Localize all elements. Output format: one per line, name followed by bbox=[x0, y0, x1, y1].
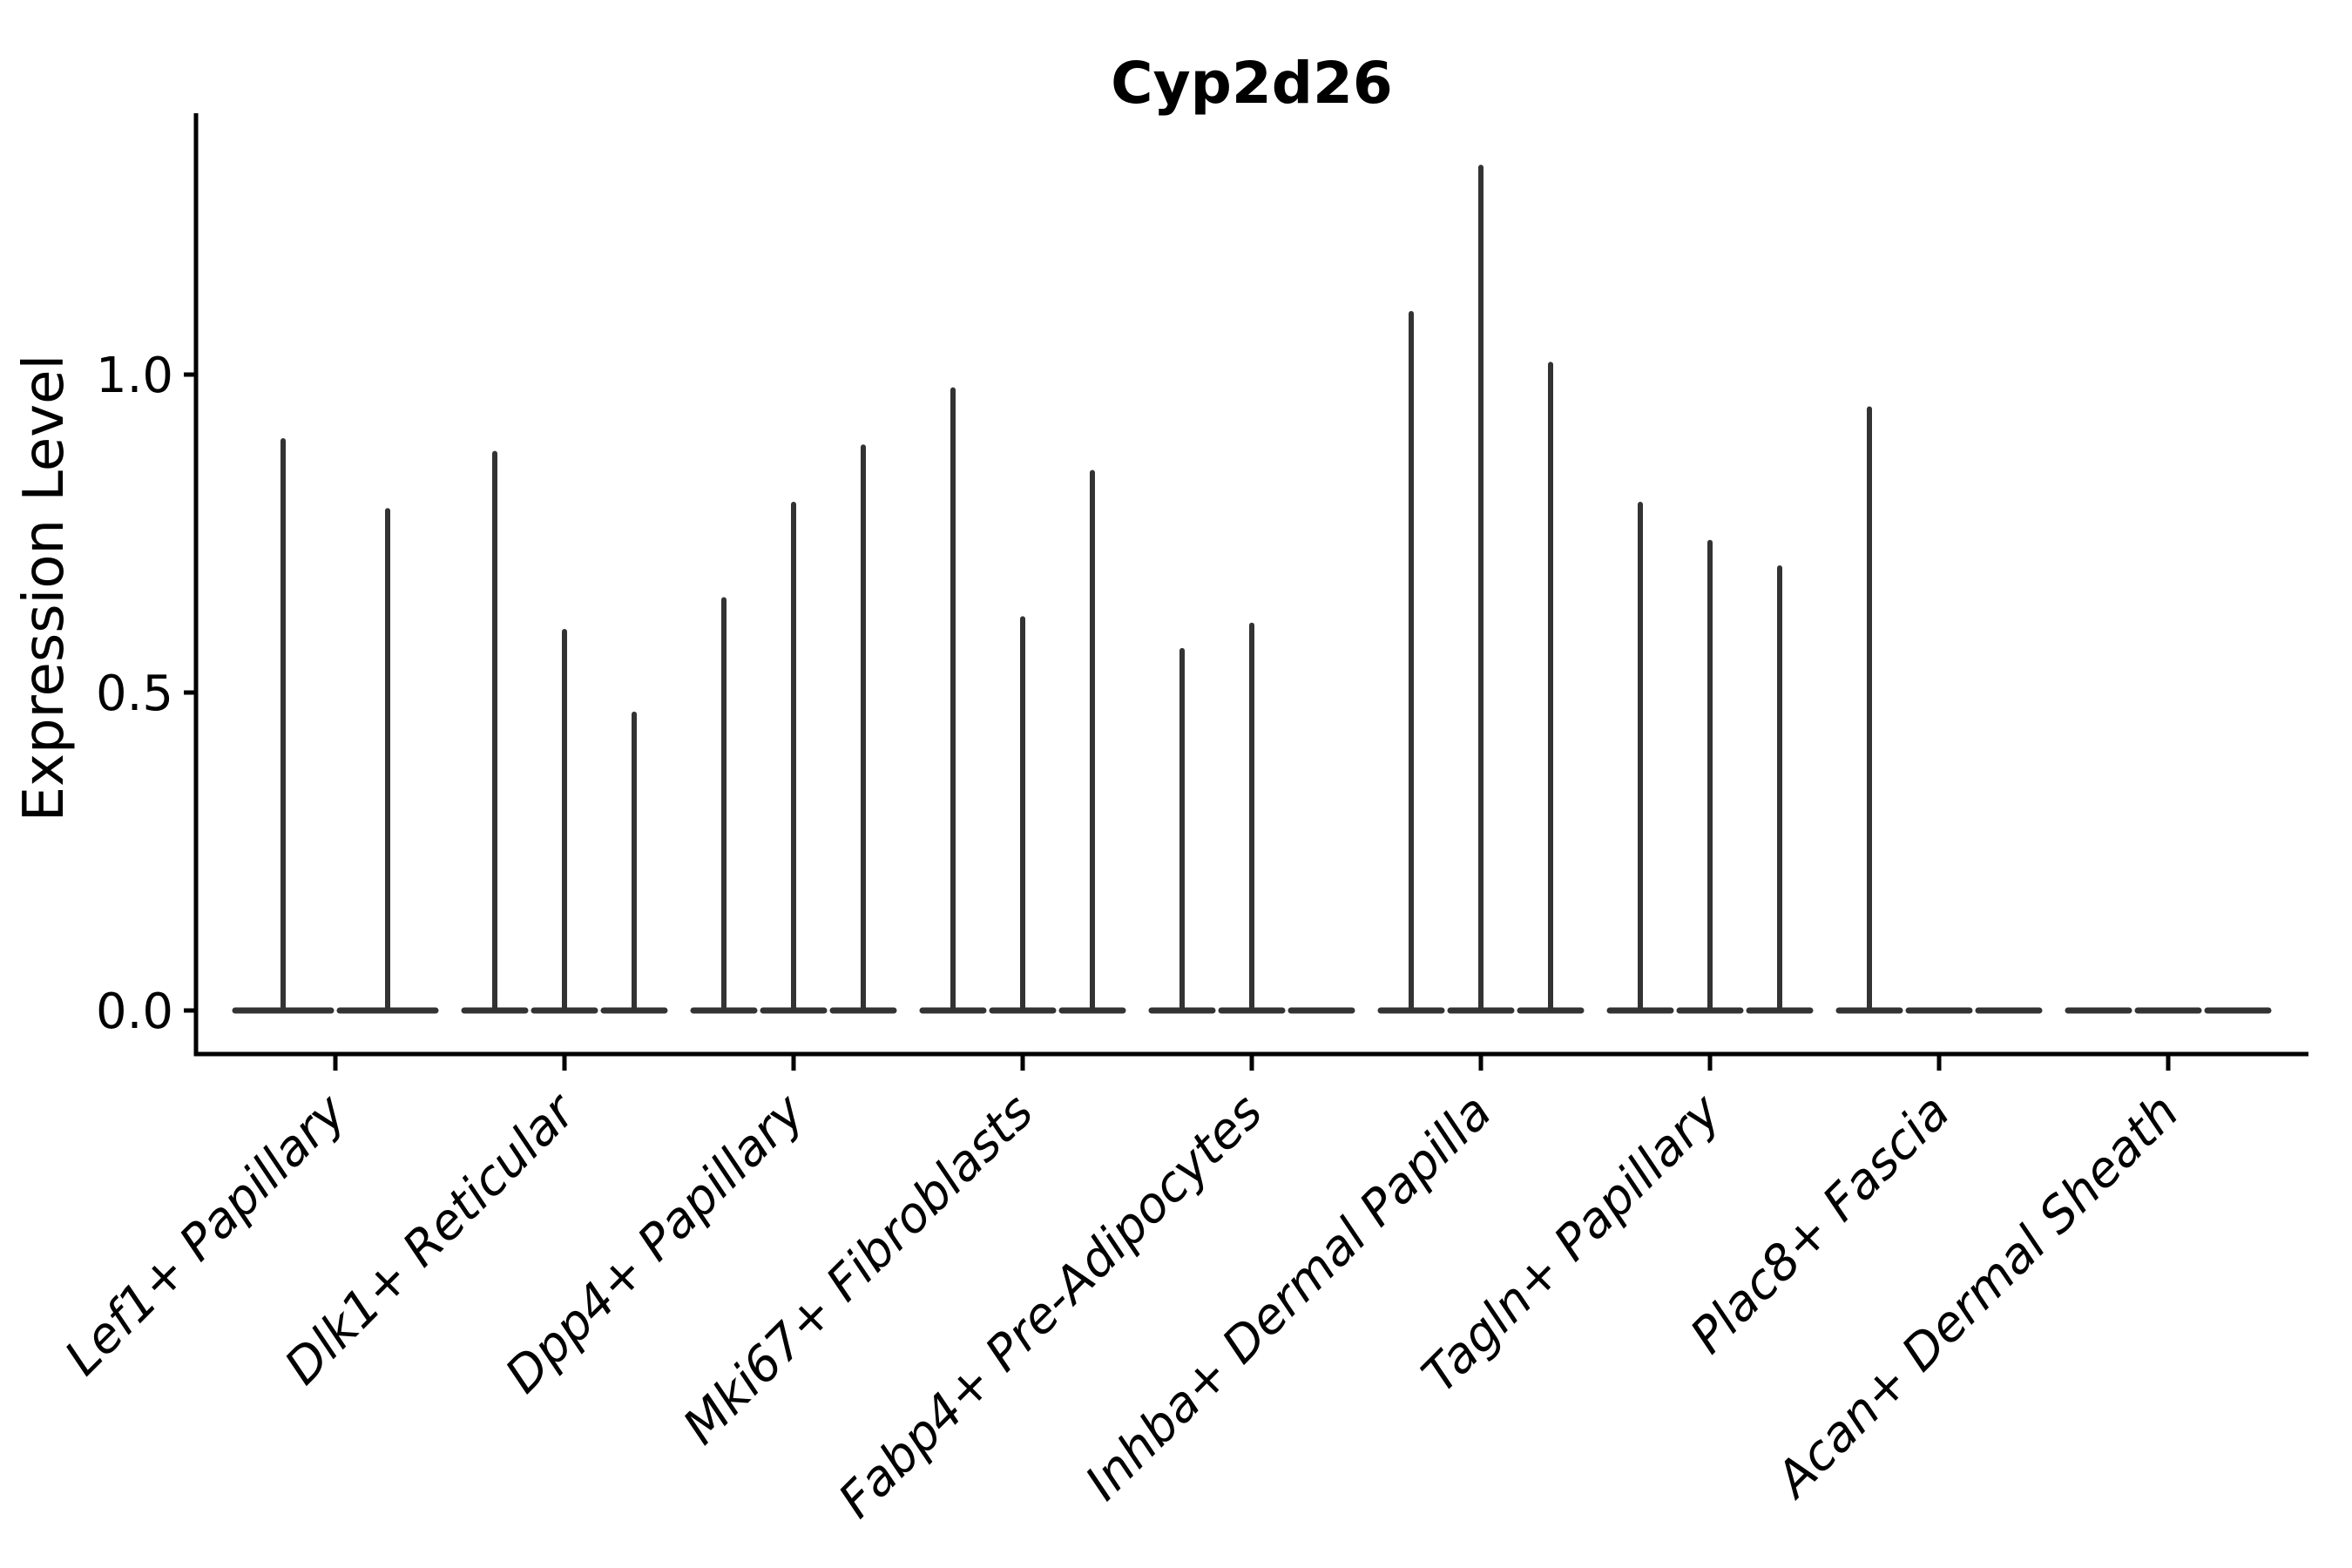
violin-group bbox=[919, 387, 1126, 1014]
violin-series bbox=[232, 165, 2272, 1014]
y-axis-ticks: 0.0 0.5 1.0 bbox=[96, 348, 196, 1040]
y-tick-label: 1.0 bbox=[96, 348, 173, 404]
violin-group bbox=[1377, 165, 1585, 1014]
x-tick-label: Acan+ Dermal Sheath bbox=[1764, 1084, 2190, 1510]
violin-group bbox=[690, 444, 897, 1014]
violin-group bbox=[232, 438, 439, 1014]
x-tick-label: Inhba+ Dermal Papilla bbox=[1075, 1084, 1503, 1511]
violin-group bbox=[1606, 502, 1814, 1014]
violin-group bbox=[1835, 406, 2043, 1014]
chart-title: Cyp2d26 bbox=[1111, 50, 1393, 117]
violin-group bbox=[461, 450, 668, 1014]
y-tick-label: 0.5 bbox=[96, 666, 173, 722]
x-tick-label: Fabp4+ Pre-Adipocytes bbox=[828, 1084, 1274, 1529]
y-tick-label: 0.0 bbox=[96, 983, 173, 1040]
y-axis-label: Expression Level bbox=[12, 355, 77, 822]
violin-group bbox=[1148, 622, 1355, 1014]
